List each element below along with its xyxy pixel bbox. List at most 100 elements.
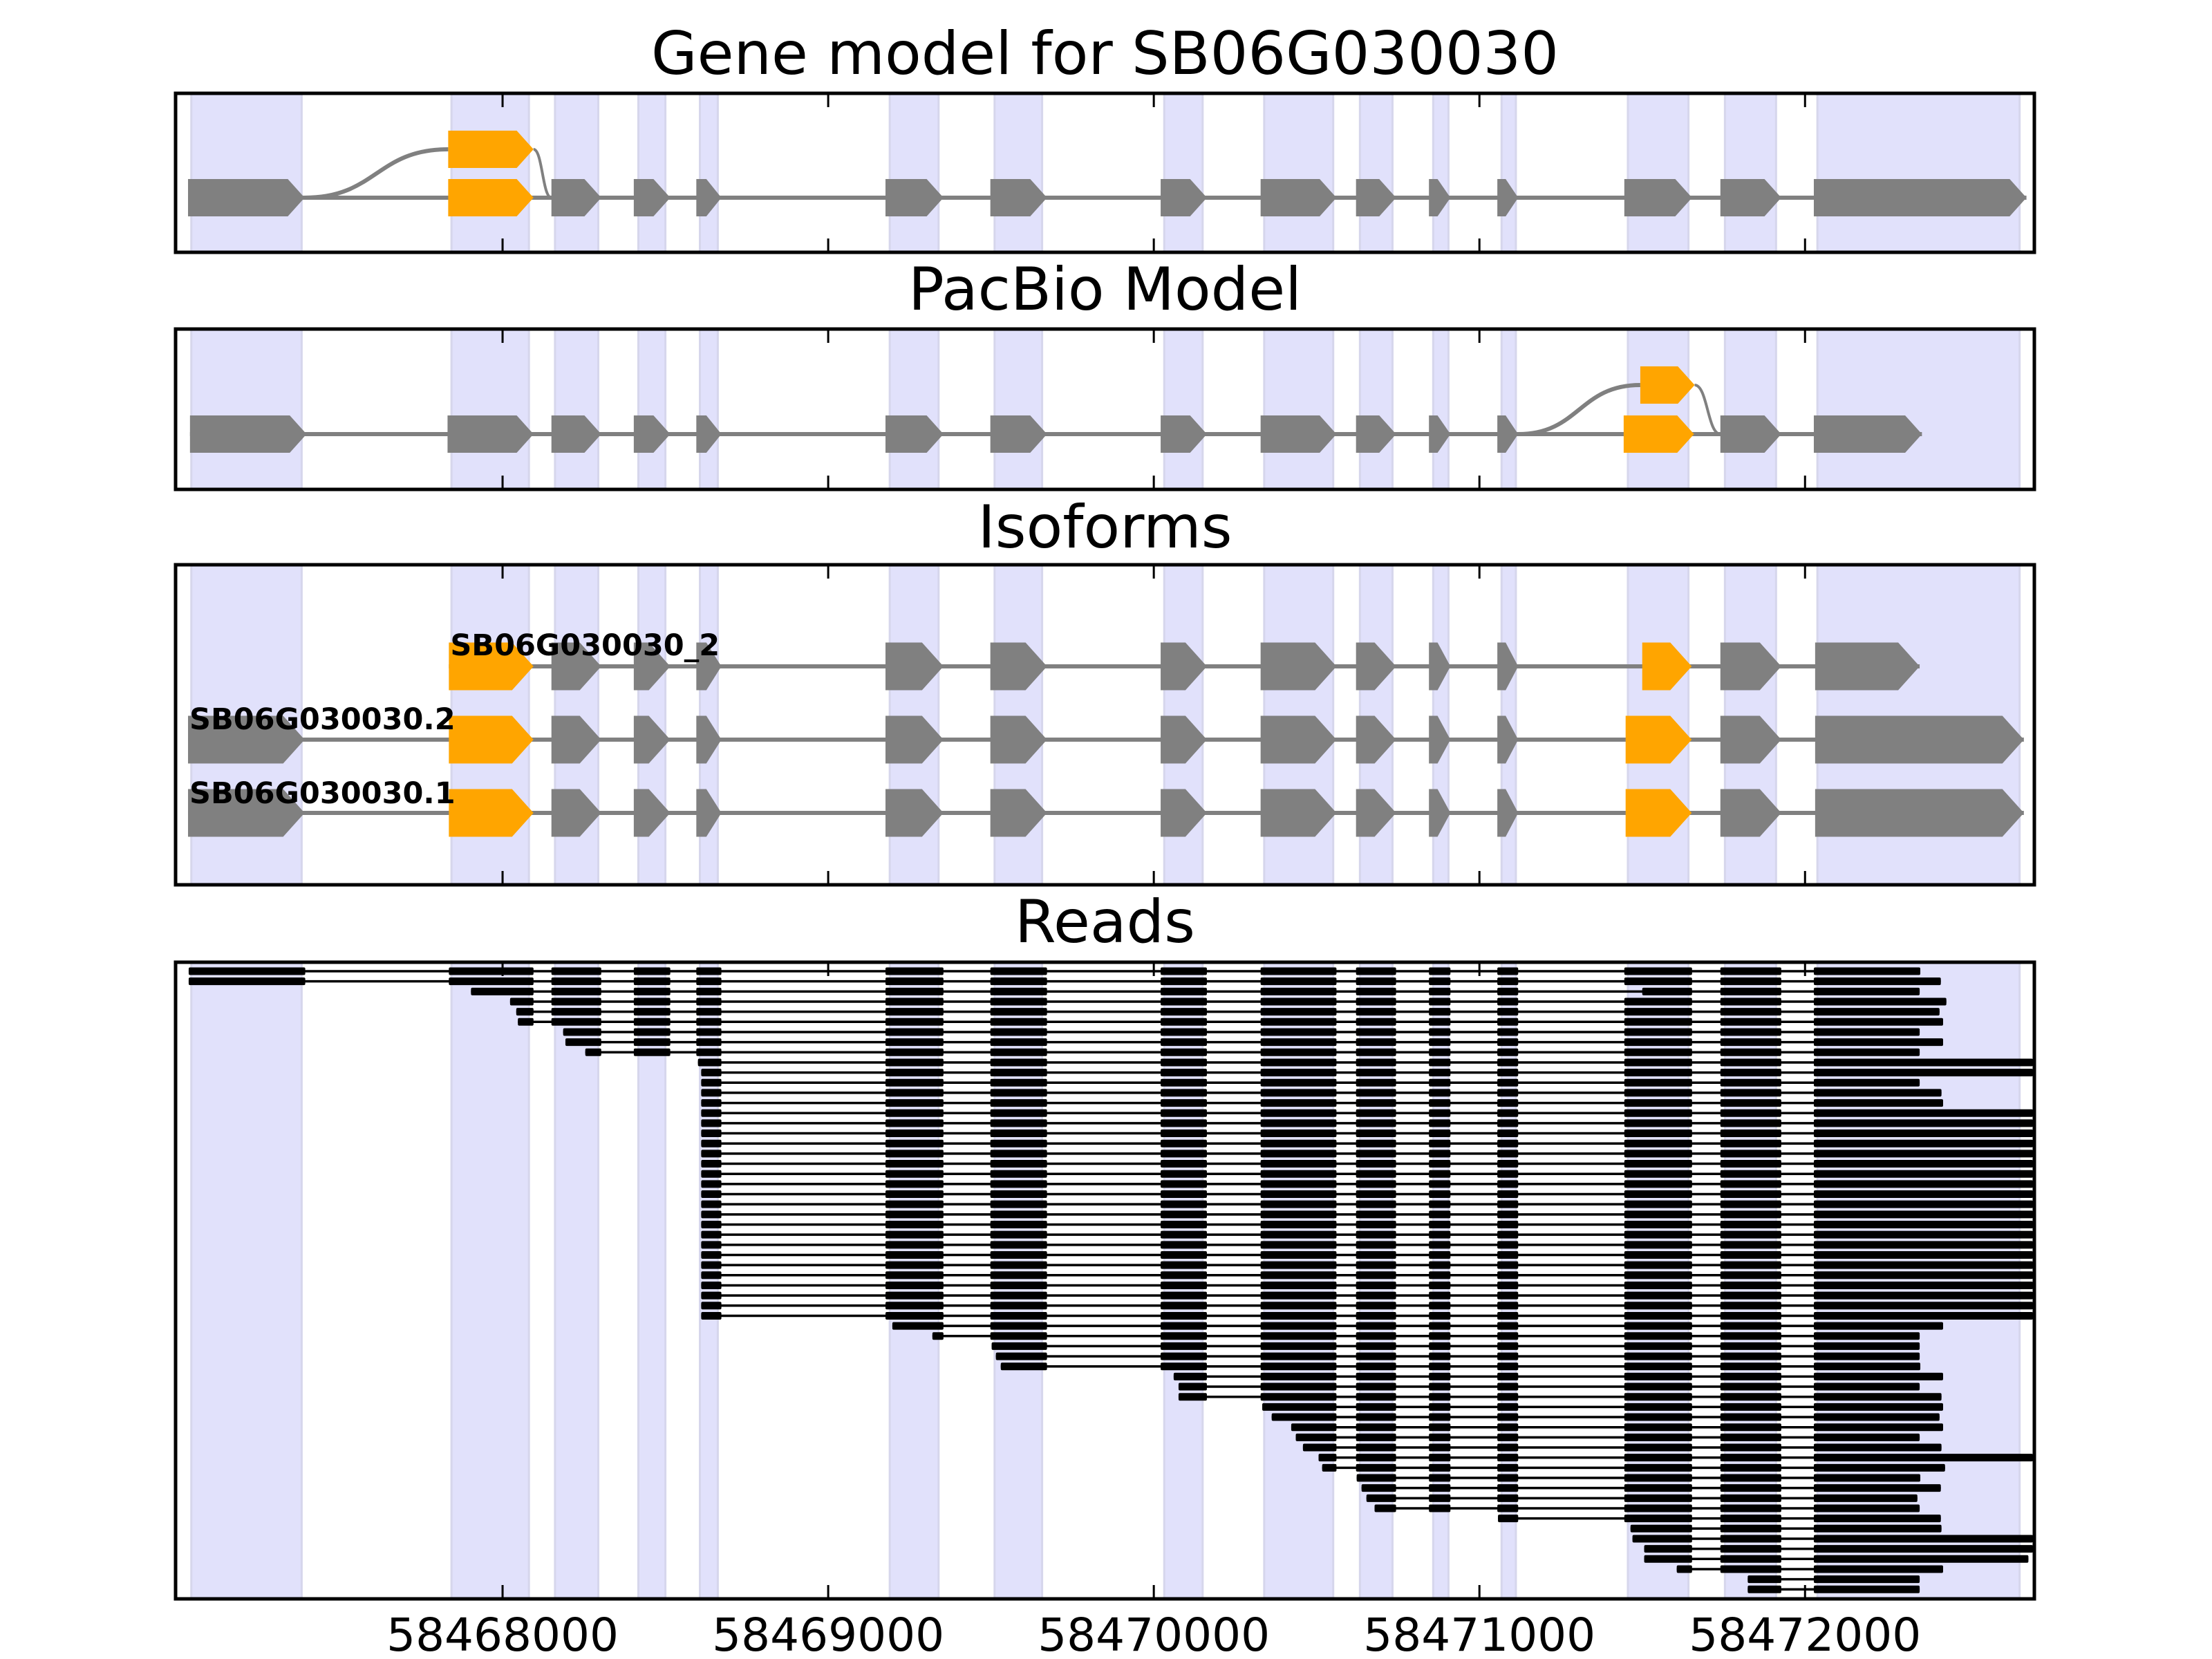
exon [990,789,1047,837]
read-block [1271,1413,1337,1421]
read-block [1429,1139,1451,1147]
exon [1161,715,1207,764]
read-block [885,1170,944,1178]
read-block [1374,1504,1396,1512]
exon [1815,789,2024,837]
exon [696,415,722,453]
read-block [1356,1250,1396,1259]
exon-band [1432,962,1450,1599]
exon [551,789,601,837]
x-tick-label: 58470000 [1038,1609,1270,1659]
read-block [1497,1241,1519,1249]
exon-band [1500,962,1517,1599]
read-block [1624,1484,1692,1492]
read-block [1813,1565,1943,1573]
read-block [1429,1454,1451,1462]
read-block [1676,1565,1692,1573]
read-block [1813,1078,1920,1087]
read-block [1356,1018,1396,1026]
read-block [1624,1515,1692,1523]
read-block [1497,1393,1519,1401]
read-block [1720,1109,1781,1117]
read-block [1262,1403,1337,1411]
read-block [1813,1454,2033,1462]
read-block [696,977,722,986]
read-block [1356,1150,1396,1158]
read-block [1356,1200,1396,1208]
exon [1815,642,1920,691]
read-block [885,1150,944,1158]
read-block [1497,1281,1519,1289]
read-block [1720,1352,1781,1360]
exon [1356,789,1396,837]
read [701,1160,2033,1168]
read-block [1356,1048,1396,1056]
read-block [1720,1524,1781,1533]
exon [990,415,1047,453]
read-block [990,1089,1047,1097]
read-block [1624,1180,1692,1188]
read-block [1720,1545,1781,1553]
read-block [1260,977,1337,986]
read-block [1497,1230,1519,1239]
read-block [1624,1190,1692,1199]
exon-band [1263,93,1335,252]
read-block [1497,977,1519,986]
read-block [1720,1170,1781,1178]
exon [1720,179,1781,216]
read-block [1813,1504,1920,1512]
read [701,1221,2033,1228]
exon-band [1358,962,1394,1599]
read-block [1497,1342,1519,1350]
read [701,1311,2033,1320]
read [701,1150,2033,1158]
read [1644,1555,2029,1563]
transcript-track [188,131,2027,216]
read-block [1260,1099,1337,1107]
read-block [1356,1362,1396,1371]
read-block [1429,1362,1451,1371]
read-block [1429,1170,1451,1178]
read-block [1497,1089,1519,1097]
read-block [1429,1403,1451,1411]
read-block [1356,1382,1396,1391]
read-block [1260,1200,1337,1208]
read-block [1260,1322,1337,1330]
read-block [1161,1362,1207,1371]
read-block [1497,1271,1519,1280]
read-block [1173,1372,1207,1380]
read-block [1429,1038,1451,1047]
read-block [701,1271,722,1280]
plot-area [188,962,2033,1599]
read-block [1813,1555,2029,1563]
read-block [1356,1230,1396,1239]
read-block [885,977,944,986]
read [701,1210,2033,1219]
read-block [1497,1160,1519,1168]
read-block [1720,1038,1781,1047]
read-block [1429,1261,1451,1269]
read-block [885,1180,944,1188]
read-block [1720,1150,1781,1158]
read-block [1356,1332,1396,1340]
read-block [885,1038,944,1047]
read-block [1429,1058,1451,1067]
read-block [1720,1200,1781,1208]
read-block [697,1058,722,1067]
read-block [990,1180,1047,1188]
read-block [1161,1119,1207,1127]
read-block [701,1160,722,1168]
read-block [885,987,944,995]
read-block [696,987,722,995]
read-block [1356,1069,1396,1077]
read-block [1429,1109,1451,1117]
read-block [1161,1291,1207,1300]
read-block [1497,1069,1519,1077]
read-block [1429,1423,1451,1432]
read [1322,1463,1945,1472]
read [701,1250,2033,1259]
read-block [1356,1291,1396,1300]
read-block [1161,967,1207,975]
exon-band [1358,93,1394,252]
read-block [1260,1028,1337,1036]
